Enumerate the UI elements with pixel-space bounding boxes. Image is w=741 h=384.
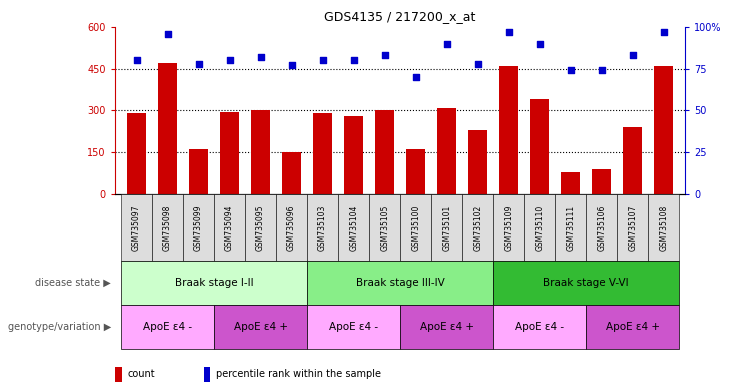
Bar	[400, 194, 431, 261]
Point	[130, 57, 142, 63]
Text: GSM735094: GSM735094	[225, 204, 234, 251]
Point	[565, 67, 576, 73]
Text: GSM735107: GSM735107	[628, 204, 637, 251]
Text: GSM735097: GSM735097	[132, 204, 141, 251]
Point	[596, 67, 608, 73]
Bar	[276, 194, 307, 261]
Bar	[586, 305, 679, 349]
Text: GSM735101: GSM735101	[442, 204, 451, 251]
Bar	[462, 194, 494, 261]
Bar	[307, 261, 494, 305]
Point	[534, 40, 545, 46]
Point	[348, 57, 359, 63]
Bar	[431, 194, 462, 261]
Point	[410, 74, 422, 80]
Bar	[214, 194, 245, 261]
Bar	[437, 108, 456, 194]
Text: ApoE ε4 -: ApoE ε4 -	[515, 322, 564, 333]
Bar	[121, 261, 307, 305]
Text: ApoE ε4 -: ApoE ε4 -	[329, 322, 378, 333]
Bar	[121, 194, 152, 261]
Bar	[524, 194, 555, 261]
Bar	[648, 194, 679, 261]
Text: GSM735098: GSM735098	[163, 204, 172, 251]
Bar	[586, 194, 617, 261]
Bar	[338, 194, 369, 261]
Title: GDS4135 / 217200_x_at: GDS4135 / 217200_x_at	[325, 10, 476, 23]
Bar	[406, 149, 425, 194]
Bar	[307, 194, 338, 261]
Bar	[531, 99, 549, 194]
Bar	[313, 113, 332, 194]
Bar	[562, 172, 580, 194]
Point	[627, 52, 639, 58]
Text: GSM735102: GSM735102	[473, 204, 482, 251]
Bar	[654, 66, 673, 194]
Point	[193, 61, 205, 67]
Text: GSM735106: GSM735106	[597, 204, 606, 251]
Bar	[494, 305, 586, 349]
Point	[658, 29, 670, 35]
Point	[502, 29, 514, 35]
Point	[255, 54, 267, 60]
Text: count: count	[127, 369, 155, 379]
Bar	[369, 194, 400, 261]
Bar	[494, 194, 524, 261]
Bar	[251, 111, 270, 194]
Point	[379, 52, 391, 58]
Point	[472, 61, 484, 67]
Bar	[152, 194, 183, 261]
Text: GSM735100: GSM735100	[411, 204, 420, 251]
Text: GSM735104: GSM735104	[349, 204, 358, 251]
Bar	[214, 305, 307, 349]
Point	[224, 57, 236, 63]
Bar	[127, 113, 146, 194]
Point	[162, 30, 173, 36]
Text: GSM735109: GSM735109	[504, 204, 514, 251]
Text: GSM735095: GSM735095	[256, 204, 265, 251]
Text: percentile rank within the sample: percentile rank within the sample	[216, 369, 382, 379]
Text: ApoE ε4 +: ApoE ε4 +	[233, 322, 288, 333]
Bar	[617, 194, 648, 261]
Bar	[121, 305, 214, 349]
Bar	[499, 66, 518, 194]
Point	[441, 40, 453, 46]
Bar	[220, 112, 239, 194]
Text: disease state ▶: disease state ▶	[36, 278, 111, 288]
Bar	[189, 149, 208, 194]
Bar	[307, 305, 400, 349]
Bar	[400, 305, 494, 349]
Text: GSM735099: GSM735099	[194, 204, 203, 251]
Bar	[555, 194, 586, 261]
Bar	[376, 111, 394, 194]
Text: GSM735103: GSM735103	[318, 204, 327, 251]
Text: GSM735108: GSM735108	[659, 204, 668, 251]
Text: Braak stage I-II: Braak stage I-II	[175, 278, 253, 288]
Text: ApoE ε4 +: ApoE ε4 +	[419, 322, 473, 333]
Bar	[592, 169, 611, 194]
Bar	[345, 116, 363, 194]
Text: Braak stage V-VI: Braak stage V-VI	[543, 278, 629, 288]
Bar	[183, 194, 214, 261]
Bar	[494, 261, 679, 305]
Text: genotype/variation ▶: genotype/variation ▶	[8, 322, 111, 333]
Bar	[282, 152, 301, 194]
Bar	[623, 127, 642, 194]
Point	[316, 57, 328, 63]
Text: Braak stage III-IV: Braak stage III-IV	[356, 278, 445, 288]
Bar	[468, 130, 487, 194]
Text: ApoE ε4 -: ApoE ε4 -	[143, 322, 192, 333]
Text: GSM735111: GSM735111	[566, 204, 575, 251]
Text: GSM735096: GSM735096	[287, 204, 296, 251]
Bar	[245, 194, 276, 261]
Text: GSM735110: GSM735110	[535, 204, 544, 251]
Point	[286, 62, 298, 68]
Text: ApoE ε4 +: ApoE ε4 +	[605, 322, 659, 333]
Text: GSM735105: GSM735105	[380, 204, 389, 251]
Bar	[159, 63, 177, 194]
